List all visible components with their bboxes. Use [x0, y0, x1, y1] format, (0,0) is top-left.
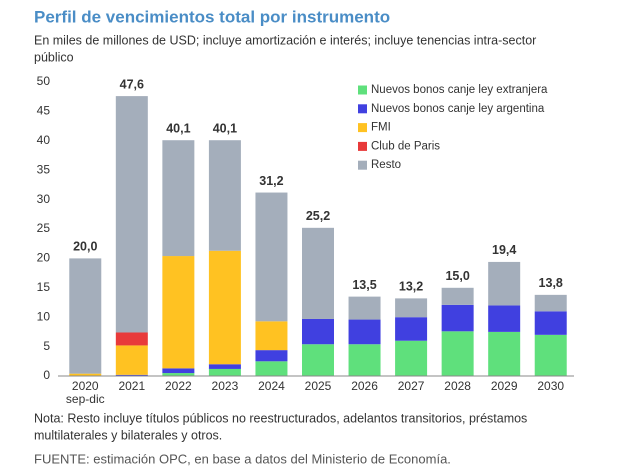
y-tick-label: 25: [37, 221, 51, 235]
bar-segment: [69, 258, 102, 374]
bar-segment: [395, 298, 428, 318]
y-tick-label: 45: [37, 104, 51, 118]
bar-segment: [534, 294, 567, 312]
bar-segment: [208, 250, 241, 365]
x-tick-label: 2024: [258, 379, 285, 393]
x-tick-label: 2022: [165, 379, 192, 393]
legend-label: Nuevos bonos canje ley argentina: [371, 103, 545, 115]
total-label: 31,2: [259, 174, 283, 188]
total-label: 47,6: [120, 77, 144, 91]
y-tick-label: 50: [37, 74, 51, 88]
bar-segment: [302, 318, 334, 345]
chart-title: Perfil de vencimientos total por instrum…: [34, 7, 390, 26]
bar-segment: [395, 317, 428, 341]
legend-swatch: [358, 141, 367, 151]
y-tick-label: 10: [37, 309, 51, 323]
y-tick-label: 0: [43, 368, 50, 382]
legend-label: FMI: [371, 122, 391, 134]
x-tick-label: 2026: [351, 379, 378, 393]
bar-segment: [162, 373, 195, 376]
bar-segment: [348, 296, 381, 320]
bar-segment: [69, 373, 102, 376]
y-tick-label: 30: [37, 192, 51, 206]
x-tick-label: 2025: [305, 379, 332, 393]
bar-segment: [162, 368, 195, 374]
x-tick-label: 2029: [491, 379, 518, 393]
x-tick-label: 2023: [212, 379, 239, 393]
bar-segment: [208, 140, 241, 251]
bar-segment: [115, 345, 148, 375]
x-tick-label: 2020: [72, 379, 99, 393]
total-label: 20,0: [73, 240, 97, 254]
bar-segment: [115, 374, 148, 376]
bar-segment: [208, 368, 241, 376]
legend-swatch: [358, 160, 367, 170]
bar-segment: [255, 321, 288, 351]
y-tick-label: 15: [37, 280, 51, 294]
legend-label: Club de Paris: [371, 140, 440, 152]
total-label: 40,1: [213, 122, 237, 136]
bar-segment: [534, 334, 567, 376]
bar-segment: [255, 361, 288, 376]
y-tick-label: 20: [37, 251, 51, 265]
total-label: 40,1: [166, 122, 190, 136]
bar-segment: [208, 364, 241, 369]
bar-segment: [488, 261, 521, 306]
bar-segment: [441, 331, 474, 376]
x-tick-sublabel: sep-dic: [66, 392, 105, 406]
total-label: 19,4: [492, 243, 516, 257]
bar-segment: [348, 319, 381, 345]
bar-segment: [255, 350, 288, 362]
bar-segment: [302, 344, 334, 376]
total-label: 13,8: [539, 276, 563, 290]
bar-segment: [162, 140, 195, 257]
legend-swatch: [358, 104, 367, 114]
source: FUENTE: estimación OPC, en base a datos …: [34, 451, 451, 466]
bar-segment: [255, 192, 288, 322]
legend-label: Nuevos bonos canje ley extranjera: [371, 84, 548, 96]
legend-swatch: [358, 123, 367, 133]
total-label: 13,2: [399, 280, 423, 294]
bar-segment: [534, 311, 567, 335]
total-label: 25,2: [306, 209, 330, 223]
y-tick-label: 5: [43, 339, 50, 353]
bar-segment: [488, 331, 521, 376]
bar-segment: [115, 332, 148, 346]
bar-segment: [162, 256, 195, 369]
total-label: 15,0: [445, 269, 469, 283]
y-tick-label: 40: [37, 133, 51, 147]
x-tick-label: 2021: [118, 379, 145, 393]
x-tick-label: 2030: [537, 379, 564, 393]
bar-segment: [488, 305, 521, 332]
bar-segment: [348, 344, 381, 376]
subtitle: público: [34, 50, 74, 64]
subtitle: En miles de millones de USD; incluye amo…: [34, 33, 536, 47]
x-tick-label: 2027: [398, 379, 425, 393]
x-tick-label: 2028: [444, 379, 471, 393]
y-tick-label: 35: [37, 162, 51, 176]
bar-segment: [115, 96, 148, 333]
note: Nota: Resto incluye títulos públicos no …: [34, 411, 527, 425]
legend-label: Resto: [371, 159, 401, 171]
bar-segment: [441, 287, 474, 305]
total-label: 13,5: [352, 278, 376, 292]
bar-segment: [441, 304, 474, 332]
bar-segment: [395, 340, 428, 376]
bar-segment: [302, 227, 334, 319]
note: multilaterales y bilaterales y otros.: [34, 428, 222, 442]
legend-swatch: [358, 85, 367, 95]
